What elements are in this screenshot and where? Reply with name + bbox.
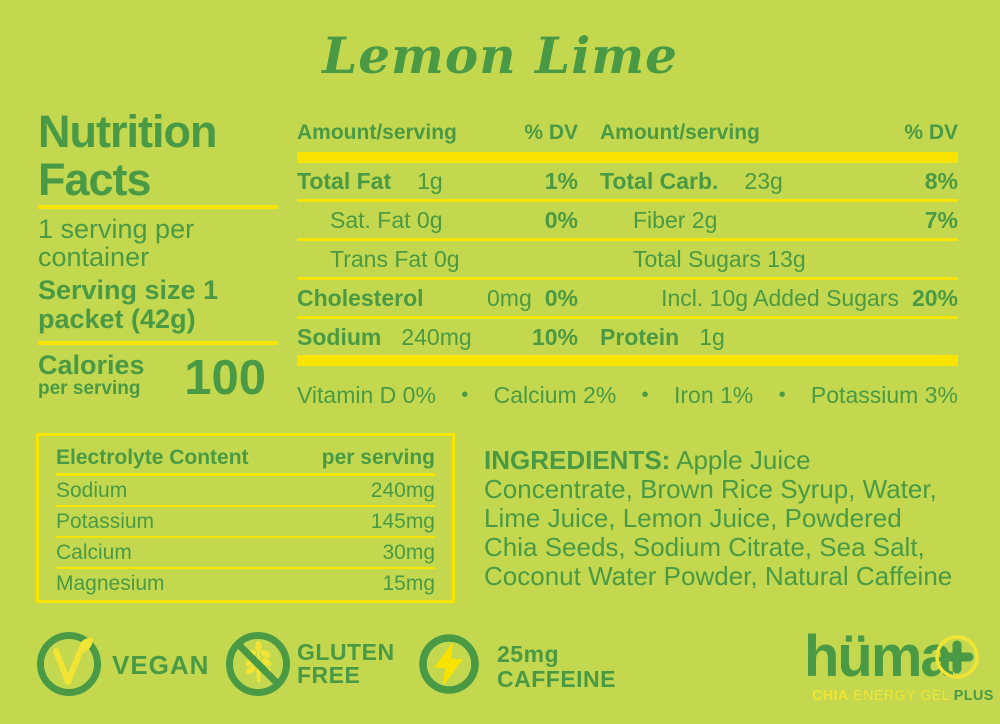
electrolyte-name: Calcium (56, 540, 132, 564)
divider (38, 205, 278, 209)
caffeine-amount: 25mg (497, 641, 560, 667)
nutrient-dv: 0% (544, 284, 578, 311)
caffeine-icon (419, 634, 479, 694)
tagline-energy-gel: ENERGY GEL (848, 688, 954, 704)
nutrient-dv: 20% (911, 284, 958, 311)
nutrient-amount: 1g (699, 323, 725, 350)
micronutrient: Iron 1% (673, 382, 754, 408)
divider (297, 199, 958, 202)
nutrient-dv: 0% (544, 206, 578, 233)
divider (297, 277, 958, 280)
nutrient-name: Total Fat (297, 167, 392, 194)
nutrition-table: Amount/serving % DV Amount/serving % DV … (297, 119, 958, 409)
brand-plus-icon (935, 635, 979, 679)
nutrient-dv: 8% (924, 167, 958, 194)
divider (297, 316, 958, 319)
micronutrient: Calcium 2% (493, 382, 617, 408)
nutrient-name: Sodium (297, 323, 382, 350)
table-row: Cholesterol 0mg 0% Incl. 10g Added Sugar… (297, 280, 958, 316)
gluten-free-label: GLUTEN FREE (297, 641, 395, 687)
ingredients-block: INGREDIENTS: Apple Juice Concentrate, Br… (484, 446, 962, 591)
table-header: Amount/serving % DV Amount/serving % DV (297, 119, 958, 146)
nutrient-name: Sat. Fat 0g (330, 206, 443, 233)
nutrient-name: Cholesterol (297, 284, 424, 311)
servings-per-container: 1 serving per container (38, 214, 195, 272)
table-row: Trans Fat 0g Total Sugars 13g (297, 241, 958, 277)
nutrient-name: Trans Fat 0g (330, 245, 460, 272)
table-row: Sat. Fat 0g 0% Fiber 2g 7% (297, 202, 958, 238)
ingredients-label: INGREDIENTS: (484, 445, 671, 475)
calories-sub-label: per serving (38, 378, 141, 399)
divider (56, 536, 435, 538)
table-row: Sodium 240mg 10% Protein 1g (297, 319, 958, 355)
bullet-separator: • (641, 384, 649, 406)
serving-size: Serving size 1 packet (42g) (38, 275, 219, 334)
micronutrients-row: Vitamin D 0% • Calcium 2% • Iron 1% • Po… (297, 382, 958, 409)
nutrition-facts-heading: Nutrition Facts (38, 106, 217, 205)
nutrient-name: Total Sugars 13g (633, 245, 806, 272)
divider (38, 341, 278, 345)
calories-block: Calories per serving 100 (38, 350, 266, 403)
electrolyte-name: Magnesium (56, 571, 165, 595)
electrolyte-value: 30mg (382, 540, 435, 564)
micronutrient: Potassium 3% (810, 382, 958, 408)
header-dv-left: % DV (524, 120, 578, 144)
electrolyte-name: Sodium (56, 478, 128, 502)
bullet-separator: • (461, 384, 469, 406)
nutrient-dv: 7% (924, 206, 958, 233)
micronutrient: Vitamin D 0% (297, 382, 436, 408)
nutrient-name: Protein (600, 323, 680, 350)
brand-tagline: CHIA ENERGY GEL PLUS (812, 688, 994, 704)
electrolyte-value: 145mg (370, 509, 435, 533)
tagline-plus: PLUS (953, 688, 994, 704)
nutrient-amount: 1g (417, 167, 443, 194)
caffeine-label: 25mg CAFFEINE (497, 642, 616, 692)
calories-value: 100 (184, 351, 266, 405)
electrolyte-table: Electrolyte Content per serving Sodium 2… (36, 433, 455, 603)
nutrient-name: Fiber 2g (633, 206, 718, 233)
nutrient-amount: 240mg (401, 323, 472, 350)
calories-label: Calories (38, 350, 145, 380)
electrolyte-title: Electrolyte Content (56, 446, 249, 469)
electrolyte-row: Potassium 145mg (56, 507, 435, 536)
gluten-free-line2: FREE (297, 662, 361, 688)
electrolyte-row: Sodium 240mg (56, 476, 435, 505)
electrolyte-unit-header: per serving (321, 446, 435, 469)
electrolyte-header: Electrolyte Content per serving (56, 446, 435, 470)
gluten-free-line1: GLUTEN (297, 639, 395, 665)
bullet-separator: • (778, 384, 786, 406)
header-amount-right: Amount/serving (600, 120, 760, 144)
gluten-free-icon (226, 632, 290, 696)
flavor-title: Lemon Lime (322, 26, 678, 85)
nutrient-name: Total Carb. (600, 167, 719, 194)
divider (56, 473, 435, 476)
nutrient-name: Incl. 10g Added Sugars (661, 284, 899, 311)
nutrient-dv: 10% (531, 323, 578, 350)
divider (297, 238, 958, 241)
electrolyte-row: Calcium 30mg (56, 538, 435, 567)
header-amount-left: Amount/serving (297, 120, 457, 144)
electrolyte-value: 15mg (382, 571, 435, 595)
thick-divider (297, 355, 958, 366)
ingredients-text: Apple Juice Concentrate, Brown Rice Syru… (484, 445, 953, 591)
electrolyte-row: Magnesium 15mg (56, 569, 435, 598)
caffeine-word: CAFFEINE (497, 666, 616, 692)
nutrient-dv: 1% (544, 167, 578, 194)
nutrient-amount: 23g (744, 167, 783, 194)
divider (56, 505, 435, 507)
thick-divider (297, 152, 958, 163)
header-dv-right: % DV (904, 120, 958, 144)
brand-logo-text: hüma (804, 624, 953, 689)
vegan-icon (37, 632, 101, 696)
divider (56, 567, 435, 569)
table-row: Total Fat 1g 1% Total Carb. 23g 8% (297, 163, 958, 199)
electrolyte-value: 240mg (370, 478, 435, 502)
tagline-chia: CHIA (812, 688, 849, 704)
vegan-label: VEGAN (112, 650, 210, 680)
electrolyte-name: Potassium (56, 509, 155, 533)
nutrient-amount: 0mg (487, 284, 532, 311)
